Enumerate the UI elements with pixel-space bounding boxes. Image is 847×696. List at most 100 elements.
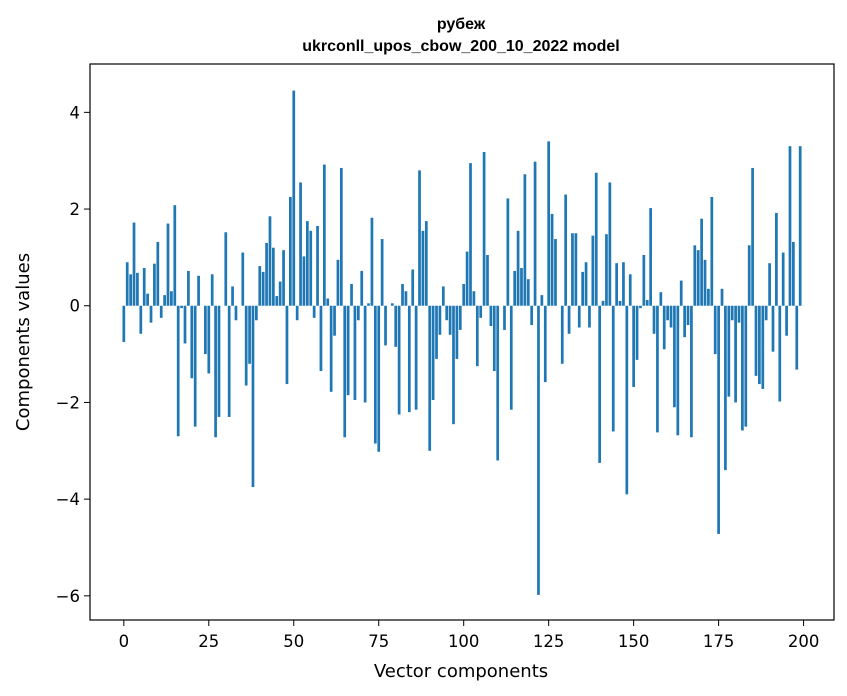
x-tick-label: 75 (368, 632, 389, 651)
bar (472, 291, 476, 306)
bar (190, 305, 194, 379)
bar (363, 305, 367, 403)
bar (489, 305, 493, 327)
bar (346, 305, 350, 396)
bar (703, 259, 707, 306)
bar (741, 305, 744, 431)
bar (146, 293, 149, 306)
bar (278, 281, 282, 306)
bar (710, 196, 714, 306)
bar (411, 269, 415, 306)
bar (397, 305, 401, 415)
bar (129, 274, 132, 306)
bar (676, 305, 680, 436)
bar (730, 305, 734, 321)
bar (571, 233, 574, 306)
bar (316, 225, 319, 306)
bar (329, 305, 333, 392)
bar (380, 239, 384, 306)
bar (615, 263, 619, 306)
bar (618, 300, 622, 306)
bar (683, 305, 686, 338)
bar (302, 256, 306, 306)
bar (176, 305, 180, 437)
bar (707, 288, 710, 306)
x-tick-label: 25 (198, 632, 219, 651)
bar (149, 305, 153, 323)
bar (666, 305, 669, 321)
bar (261, 271, 265, 306)
x-axis-ticks: 0 25 50 75 100 125 150 175 200 (119, 620, 819, 651)
bar (761, 305, 765, 389)
bar (231, 286, 234, 306)
chart-title-line2: ukrconll_upos_cbow_200_10_2022 model (302, 38, 619, 55)
bar (540, 295, 544, 306)
bar (452, 305, 455, 425)
bar (724, 305, 727, 471)
bar (628, 274, 632, 306)
bar (204, 305, 207, 355)
y-tick-label: 2 (70, 200, 81, 219)
bar (601, 300, 605, 306)
bar (309, 230, 313, 306)
bar (343, 305, 347, 438)
bar (785, 305, 788, 336)
x-tick-label: 150 (618, 632, 650, 651)
bar (751, 167, 754, 306)
bar (509, 305, 513, 410)
bar (669, 305, 673, 328)
bar (737, 305, 741, 323)
bar (275, 296, 279, 306)
bar (180, 305, 183, 309)
bar (156, 241, 160, 306)
bar (326, 298, 330, 306)
bar (390, 303, 394, 306)
bar (282, 250, 285, 306)
bar (581, 271, 585, 306)
bar (241, 252, 245, 306)
y-tick-label: 0 (70, 297, 81, 316)
bar (312, 305, 316, 318)
bar (543, 305, 547, 383)
bar (554, 239, 557, 306)
bar (163, 295, 166, 306)
bar (696, 250, 700, 306)
bar (285, 305, 289, 385)
bar (305, 221, 309, 306)
bar (404, 291, 408, 306)
bar (322, 164, 326, 306)
bar (418, 170, 421, 306)
bar (173, 205, 177, 306)
bar (210, 274, 214, 306)
bar (217, 305, 221, 417)
bar (136, 272, 139, 306)
bar (717, 305, 720, 534)
bar (295, 305, 299, 321)
x-tick-label: 100 (448, 632, 480, 651)
bar (187, 270, 190, 306)
bar (125, 262, 129, 306)
bar (377, 305, 381, 452)
x-tick-label: 0 (119, 632, 130, 651)
bar (142, 268, 146, 306)
bar (764, 305, 768, 321)
bar (465, 251, 469, 306)
bar (720, 288, 724, 306)
bar (520, 268, 523, 306)
bar (523, 174, 527, 306)
bar (469, 163, 472, 306)
bar (513, 270, 517, 306)
bar (455, 305, 459, 359)
bar (771, 305, 775, 352)
bar (690, 305, 693, 438)
bar-series (122, 90, 802, 595)
bar (584, 262, 588, 306)
bar (516, 230, 520, 306)
bar (159, 305, 163, 318)
bar (265, 242, 268, 306)
bar (727, 305, 731, 397)
bar (462, 283, 466, 306)
bar (414, 305, 418, 410)
plot-frame (89, 63, 835, 621)
